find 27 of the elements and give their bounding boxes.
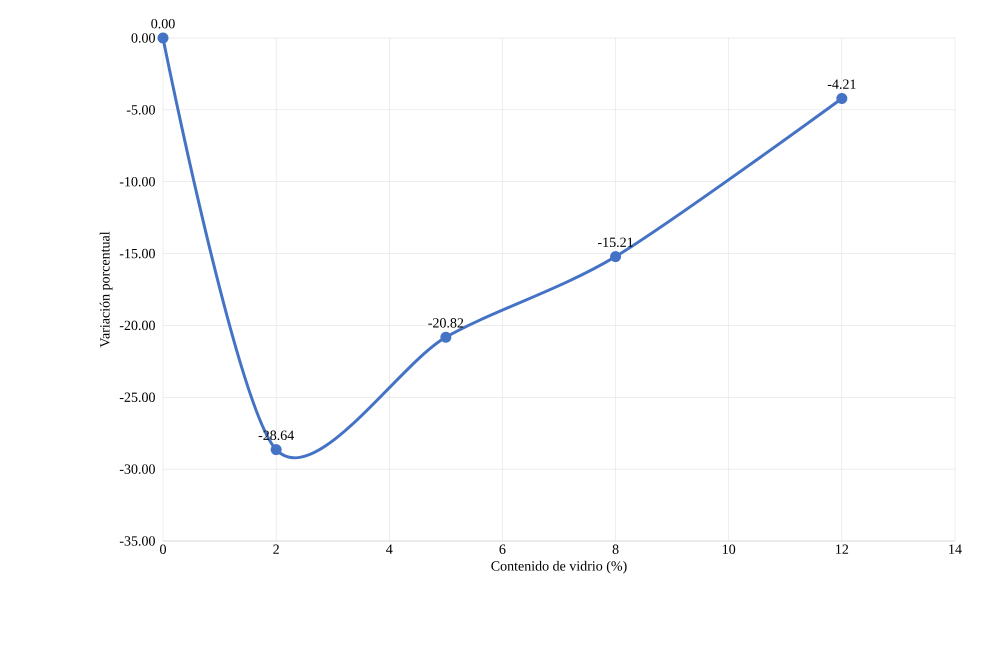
data-label: -20.82 (428, 318, 464, 328)
y-tick-label: -5.00 (126, 105, 155, 115)
y-tick-label: -35.00 (120, 536, 155, 546)
x-tick-label: 14 (949, 544, 962, 554)
y-tick-label: -15.00 (120, 248, 155, 258)
y-tick-label: 0.00 (132, 33, 155, 43)
x-tick-label: 10 (722, 544, 736, 554)
x-tick-label: 0 (160, 544, 166, 554)
point (440, 332, 452, 343)
data-label: -15.21 (598, 238, 633, 248)
x-tick-label: 4 (386, 544, 393, 554)
point (158, 32, 169, 44)
y-tick-label: -10.00 (120, 176, 155, 186)
point (270, 444, 282, 456)
x-tick-label: 2 (273, 544, 279, 554)
point (610, 251, 622, 262)
y-axis-title: Variación porcentual (100, 232, 112, 348)
x-tick-label: 6 (500, 544, 506, 554)
data-label: 0.00 (151, 18, 175, 28)
x-axis-title: Contenido de vidrio (%) (491, 560, 627, 574)
x-tick-label: 8 (612, 544, 619, 554)
data-label: -4.21 (828, 80, 856, 89)
y-tick-label: -20.00 (120, 320, 155, 330)
x-tick-label: 12 (836, 544, 848, 554)
point (836, 93, 848, 104)
y-tick-label: -25.00 (120, 392, 155, 402)
y-tick-label: -30.00 (120, 464, 155, 474)
